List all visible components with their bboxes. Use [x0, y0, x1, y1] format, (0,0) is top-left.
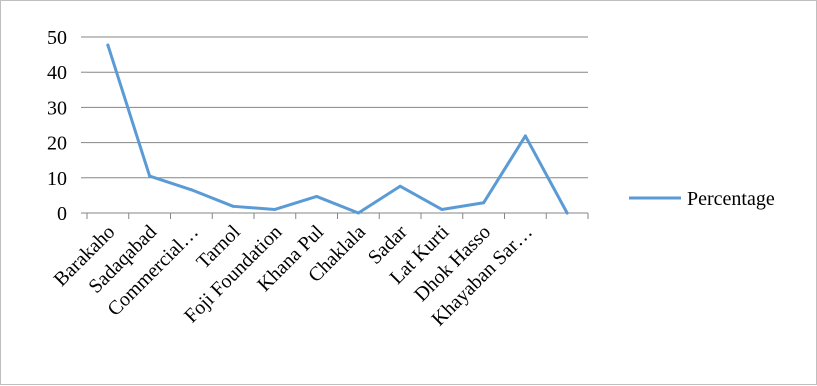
data-point-4	[273, 207, 277, 211]
data-point-8	[440, 207, 444, 211]
series-line-0	[106, 43, 569, 215]
data-point-3	[231, 204, 235, 208]
y-tick-label-0: 0	[57, 203, 67, 225]
data-point-2	[189, 188, 193, 192]
data-point-1	[148, 174, 152, 178]
gridlines	[87, 36, 588, 179]
axes	[81, 36, 589, 219]
data-point-11	[565, 211, 569, 215]
y-tick-label-40: 40	[47, 62, 67, 84]
y-axis-tick-labels: 0 10 20 30 40 50	[47, 27, 67, 225]
data-point-9	[482, 201, 486, 205]
y-tick-label-30: 30	[47, 97, 67, 119]
data-point-6	[356, 211, 360, 215]
y-tick-label-50: 50	[47, 27, 67, 49]
data-point-7	[398, 184, 402, 188]
series-layer	[106, 43, 569, 215]
data-point-10	[523, 134, 527, 138]
y-tick-label-20: 20	[47, 133, 67, 155]
y-tick-label-10: 10	[47, 168, 67, 190]
legend: Percentage	[629, 188, 775, 210]
data-point-0	[106, 43, 110, 47]
legend-label-percentage: Percentage	[687, 188, 775, 210]
data-point-5	[315, 194, 319, 198]
